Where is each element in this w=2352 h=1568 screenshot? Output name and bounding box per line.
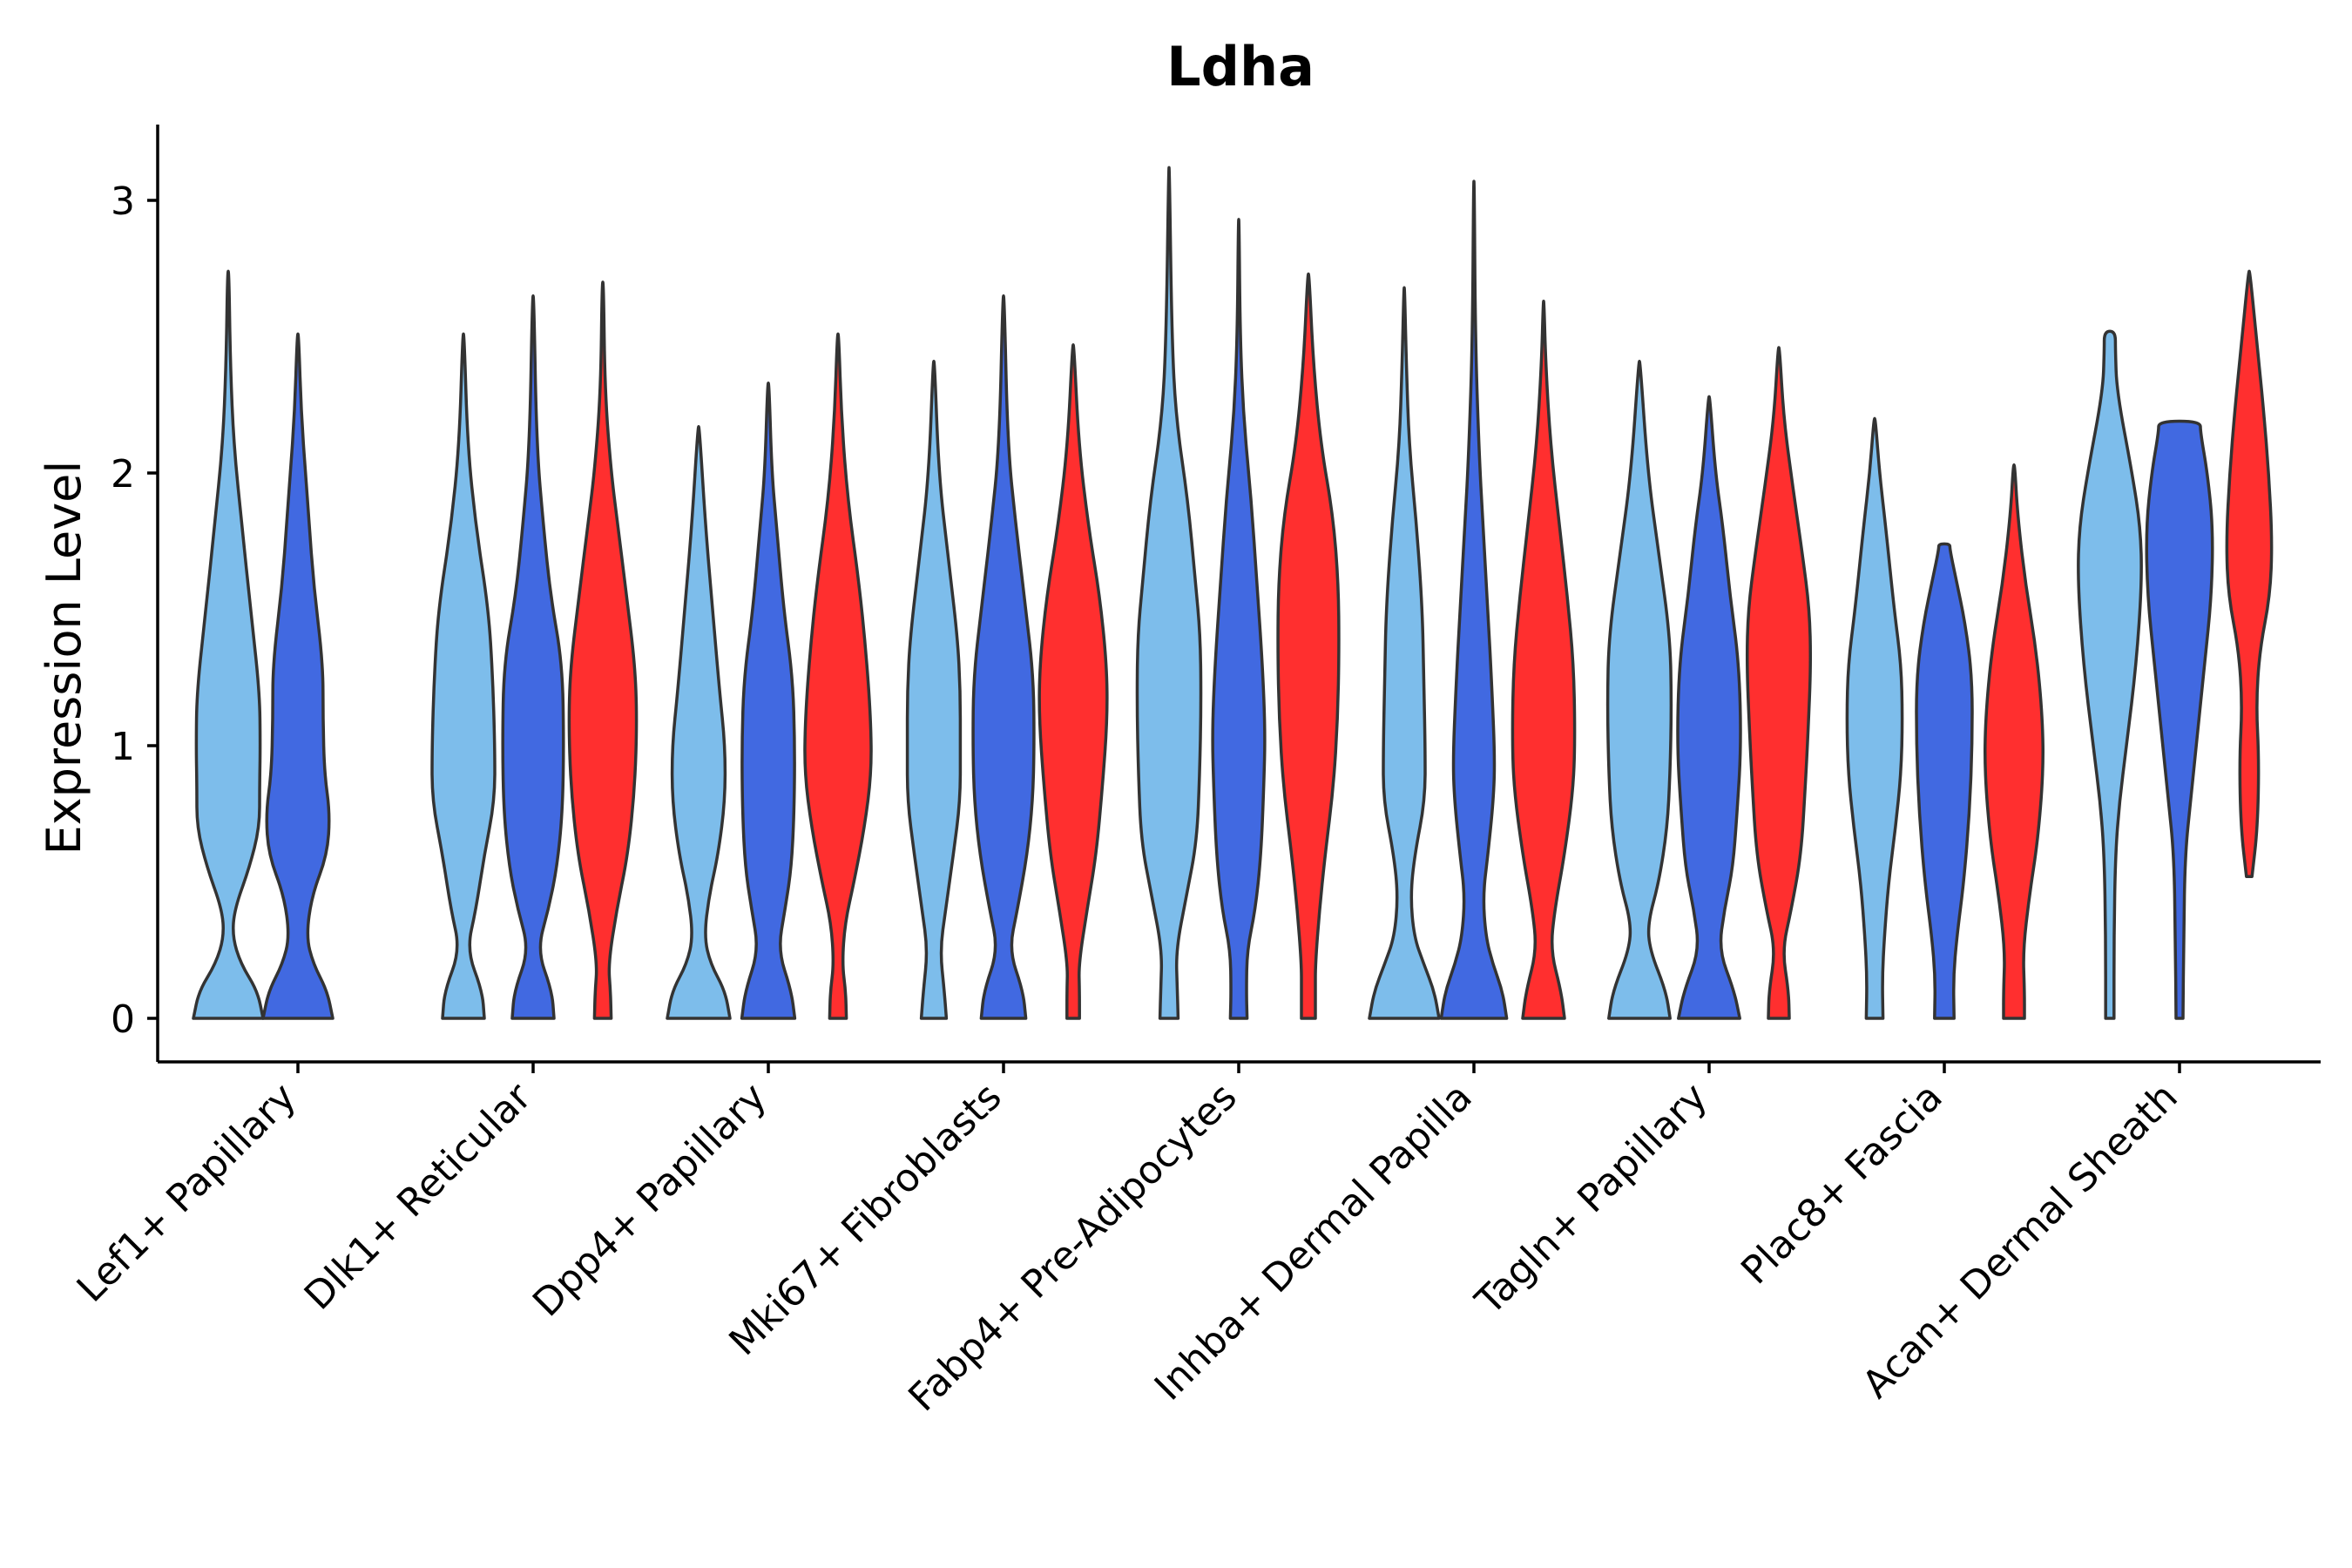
y-tick-label: 1 <box>111 725 135 769</box>
violin-plac8-fascia-group2 <box>1915 542 1974 1020</box>
y-axis-label: Expression Level <box>37 461 91 855</box>
violin-mki67-fibroblasts-group3 <box>1037 343 1109 1020</box>
violin-plac8-fascia-group3 <box>1984 463 2044 1020</box>
violin-acan-dermal-sheath-group2 <box>2145 419 2214 1020</box>
violin-inhba-dermal-papilla-group2 <box>1439 179 1509 1020</box>
violin-acan-dermal-sheath-group3 <box>2225 269 2274 878</box>
violin-acan-dermal-sheath-group1 <box>2077 329 2143 1020</box>
violin-lef1-papillary-group1 <box>192 269 265 1020</box>
chart-title: Ldha <box>1166 35 1315 98</box>
x-tick-label: Dlk1+ Reticular <box>296 1074 541 1319</box>
violin-dpp4-papillary-group3 <box>803 332 873 1020</box>
y-ticks: 0 1 2 3 <box>111 179 158 1042</box>
violin-tagln-papillary-group3 <box>1745 346 1813 1020</box>
x-tick-label: Tagln+ Papillary <box>1467 1075 1716 1324</box>
violin-fabp4-pre-adipocytes-group1 <box>1135 166 1203 1020</box>
violin-fabp4-pre-adipocytes-group2 <box>1211 218 1267 1020</box>
y-tick-label: 0 <box>111 997 135 1042</box>
violin-mki67-fibroblasts-group1 <box>905 359 963 1020</box>
y-tick-label: 2 <box>111 452 135 497</box>
violin-dlk1-reticular-group2 <box>501 294 565 1020</box>
x-tick-label: Plac8+ Fascia <box>1733 1075 1951 1294</box>
x-tick-label: Lef1+ Papillary <box>69 1075 305 1311</box>
x-tick-label: Dpp4+ Papillary <box>524 1075 775 1326</box>
violin-layer <box>192 166 2274 1020</box>
violin-dlk1-reticular-group1 <box>430 332 497 1020</box>
violin-plac8-fascia-group1 <box>1845 416 1904 1020</box>
violin-dpp4-papillary-group2 <box>740 381 797 1020</box>
violin-dlk1-reticular-group3 <box>567 280 639 1020</box>
violin-dpp4-papillary-group1 <box>666 425 732 1020</box>
violin-mki67-fibroblasts-group2 <box>971 294 1036 1020</box>
violin-inhba-dermal-papilla-group1 <box>1368 286 1441 1020</box>
violin-inhba-dermal-papilla-group3 <box>1511 300 1577 1020</box>
y-tick-label: 3 <box>111 179 135 224</box>
violin-tagln-papillary-group2 <box>1676 395 1742 1020</box>
violin-fabp4-pre-adipocytes-group3 <box>1276 272 1341 1020</box>
violin-lef1-papillary-group2 <box>261 332 335 1020</box>
violin-tagln-papillary-group1 <box>1605 359 1673 1020</box>
